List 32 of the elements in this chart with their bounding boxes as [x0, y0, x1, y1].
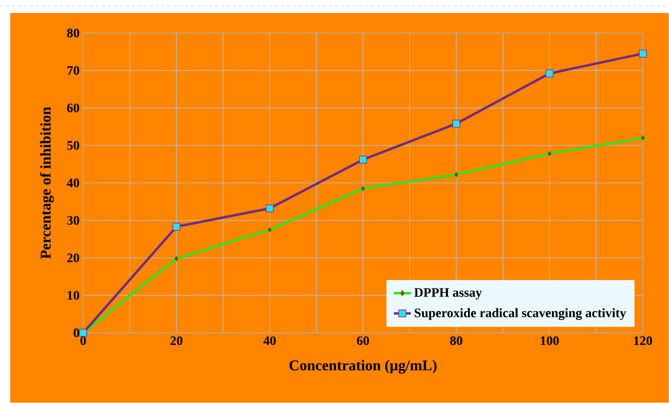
point: [266, 204, 274, 212]
point: [546, 70, 554, 78]
legend-label: DPPH assay: [414, 288, 482, 300]
x-tick-label: 0: [80, 336, 86, 346]
x-tick-label: 20: [170, 336, 182, 346]
point: [640, 134, 646, 142]
point: [360, 185, 366, 192]
y-axis-title: Percentage of inhibition: [40, 107, 54, 259]
x-tick-label: 80: [450, 336, 462, 346]
x-tick-label: 60: [356, 336, 369, 346]
x-axis-title: Concentration (µg/mL): [290, 360, 437, 374]
legend-label: Superoxide radical scavenging activity: [414, 308, 626, 320]
y-tick-label: 80: [67, 28, 80, 38]
point: [172, 222, 180, 231]
y-tick-label: 30: [67, 216, 80, 225]
point: [174, 255, 179, 262]
point: [452, 120, 460, 128]
point: [359, 156, 367, 164]
y-tick-label: 20: [67, 254, 80, 262]
x-tick-label: 120: [634, 336, 652, 346]
y-tick-label: 0: [74, 328, 80, 338]
y-tick-label: 40: [66, 178, 80, 188]
x-tick-label: 100: [540, 336, 559, 346]
y-tick-label: 10: [68, 291, 80, 300]
point: [267, 226, 272, 234]
point: [638, 50, 647, 58]
y-tick-label: 50: [67, 141, 80, 150]
point: [547, 150, 552, 158]
point: [454, 171, 459, 178]
y-tick-label: 70: [67, 66, 80, 75]
x-tick-label: 40: [263, 336, 276, 346]
y-tick-label: 60: [67, 104, 80, 112]
